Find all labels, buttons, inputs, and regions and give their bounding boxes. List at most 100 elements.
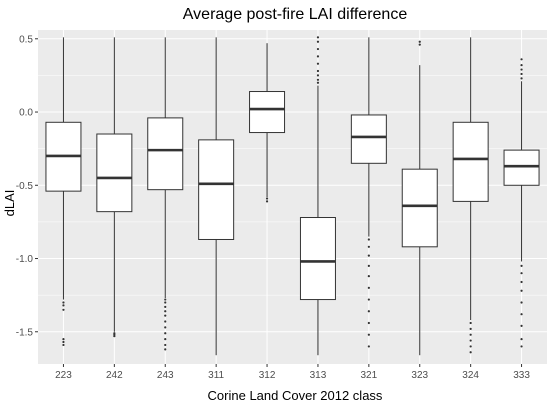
outlier-point <box>367 321 370 325</box>
outlier-point <box>520 58 523 61</box>
x-tick-label: 324 <box>462 370 479 381</box>
outlier-point <box>520 313 523 316</box>
outlier-point <box>520 289 523 292</box>
outlier-point <box>62 337 65 341</box>
x-tick-label: 312 <box>259 370 276 381</box>
outlier-point <box>62 308 65 311</box>
outlier-point <box>316 55 320 58</box>
outlier-point <box>367 245 370 248</box>
outlier-point <box>316 36 320 39</box>
outlier-point <box>520 301 523 304</box>
outlier-point <box>520 264 523 267</box>
box-312 <box>249 43 286 203</box>
outlier-point <box>164 305 167 308</box>
outlier-point <box>469 351 472 354</box>
outlier-point <box>418 43 421 46</box>
x-axis-label: Corine Land Cover 2012 class <box>208 388 383 403</box>
outlier-point <box>62 301 65 304</box>
outlier-point <box>265 200 269 203</box>
x-tick-label: 242 <box>106 370 123 381</box>
box-223 <box>45 37 82 347</box>
outlier-point <box>164 343 167 347</box>
outlier-point <box>520 64 523 67</box>
outlier-point <box>469 333 472 336</box>
outlier-point <box>62 340 65 344</box>
outlier-point <box>316 81 320 84</box>
box-242 <box>96 37 133 338</box>
outlier-point <box>316 78 320 81</box>
y-tick-label: -1.5 <box>16 327 34 338</box>
outlier-point <box>367 254 370 257</box>
outlier-point <box>520 280 523 284</box>
outlier-point <box>164 314 167 317</box>
outlier-point <box>164 332 167 335</box>
box-iqr <box>503 149 540 186</box>
chart-title: Average post-fire LAI difference <box>183 6 408 23</box>
outlier-point <box>316 74 320 77</box>
outlier-point <box>469 345 472 348</box>
x-tick-label: 243 <box>157 370 174 381</box>
outlier-point <box>367 345 370 348</box>
box-311 <box>198 37 235 356</box>
box-333 <box>503 58 540 348</box>
box-323 <box>401 40 438 356</box>
y-tick-label: 0.5 <box>19 34 33 45</box>
outlier-point <box>265 197 269 200</box>
box-iqr <box>96 133 133 213</box>
axes-layer: 0.5 0.0 -0.5 -1.0 -1.5 223 242 243 311 312 313 321 3… <box>16 34 531 381</box>
outlier-point <box>520 68 523 71</box>
outlier-point <box>316 62 320 65</box>
outlier-point <box>164 298 167 301</box>
outlier-point <box>164 337 167 341</box>
x-tick-label: 321 <box>361 370 378 381</box>
box-iqr <box>147 117 184 191</box>
box-321 <box>350 37 387 348</box>
outlier-point <box>367 275 370 278</box>
outlier-point <box>520 272 523 275</box>
outlier-point <box>164 320 167 323</box>
y-axis-label: dLAI <box>2 190 17 217</box>
box-243 <box>147 37 184 351</box>
outlier-point <box>469 339 472 342</box>
outlier-point <box>62 304 65 307</box>
outlier-point <box>164 301 167 304</box>
x-tick-label: 313 <box>310 370 327 381</box>
outlier-point <box>520 345 523 348</box>
x-tick-label: 323 <box>411 370 428 381</box>
outlier-point <box>113 335 116 338</box>
outlier-point <box>164 326 167 329</box>
outlier-point <box>62 343 65 347</box>
box-iqr <box>452 121 489 202</box>
outlier-point <box>520 324 523 328</box>
box-iqr <box>249 91 286 134</box>
outlier-point <box>367 333 370 336</box>
outlier-point <box>418 40 421 43</box>
outlier-point <box>520 72 523 76</box>
x-tick-label: 333 <box>513 370 530 381</box>
box-iqr <box>299 217 336 301</box>
outlier-point <box>367 298 370 301</box>
box-313 <box>299 36 336 356</box>
outlier-point <box>520 77 523 80</box>
y-tick-label: -0.5 <box>16 181 34 192</box>
outlier-point <box>316 40 320 43</box>
outlier-point <box>367 286 370 289</box>
box-iqr <box>350 114 387 164</box>
outlier-point <box>367 238 370 241</box>
box-324 <box>452 37 489 354</box>
box-iqr <box>198 139 235 240</box>
outlier-point <box>316 69 320 73</box>
outlier-point <box>469 321 472 325</box>
y-tick-label: -1.0 <box>16 254 34 265</box>
box-iqr <box>401 168 438 248</box>
outlier-point <box>164 310 167 313</box>
y-tick-label: 0.0 <box>19 108 33 119</box>
outlier-point <box>367 310 370 313</box>
outlier-point <box>164 348 167 351</box>
outlier-point <box>316 47 320 51</box>
outlier-point <box>469 327 472 330</box>
x-tick-label: 223 <box>55 370 72 381</box>
x-tick-label: 311 <box>208 370 224 381</box>
